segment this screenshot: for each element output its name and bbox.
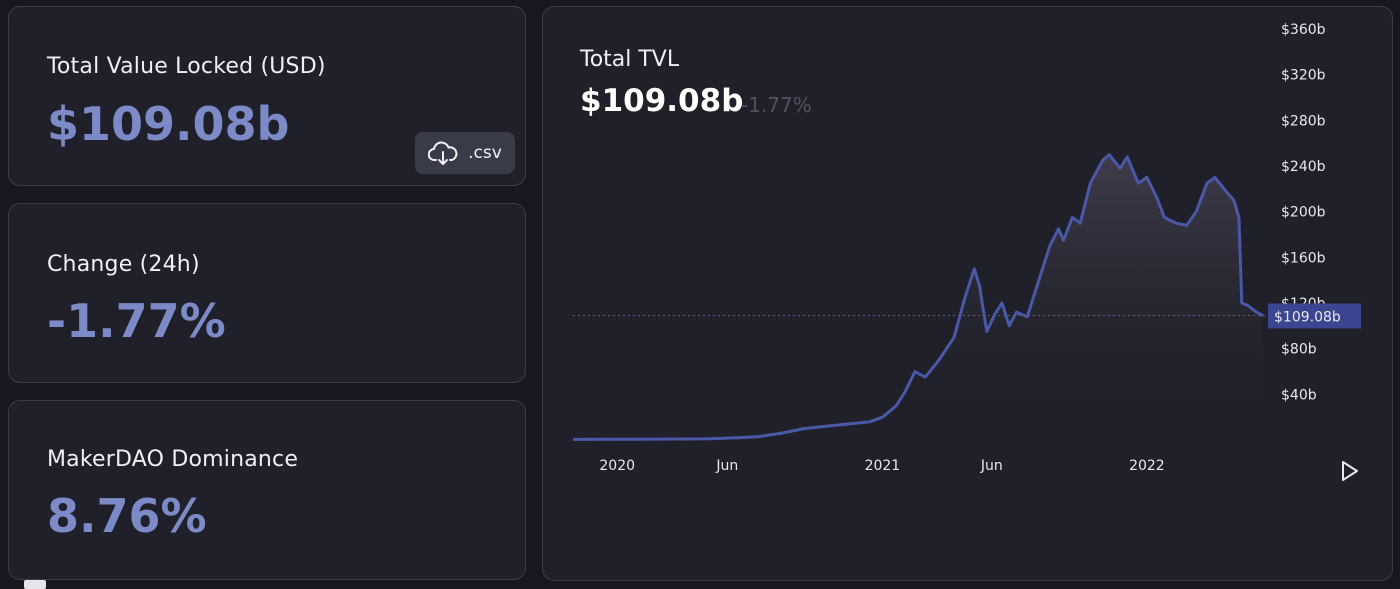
y-tick-label: $160b xyxy=(1281,250,1326,266)
x-tick-label: Jun xyxy=(980,458,1003,474)
download-csv-button[interactable]: .csv xyxy=(415,132,515,174)
tvl-card: Total Value Locked (USD) $109.08b .csv xyxy=(8,6,526,186)
y-tick-label: $360b xyxy=(1281,22,1326,38)
change-value: -1.77% xyxy=(47,294,226,348)
x-tick-label: 2020 xyxy=(599,458,635,474)
y-tick-label: $280b xyxy=(1281,113,1326,129)
tvl-value: $109.08b xyxy=(47,97,290,151)
dominance-label: MakerDAO Dominance xyxy=(47,447,299,472)
x-tick-label: Jun xyxy=(715,458,738,474)
dominance-value: 8.76% xyxy=(47,489,207,543)
tvl-chart-card: $40b$80b$120b$160b$200b$240b$280b$320b$3… xyxy=(542,6,1393,581)
y-tick-label: $200b xyxy=(1281,205,1326,221)
change-label: Change (24h) xyxy=(47,252,200,277)
chart-title: Total TVL xyxy=(580,47,680,72)
current-value-label: $109.08b xyxy=(1274,309,1341,325)
y-tick-label: $240b xyxy=(1281,159,1326,175)
tvl-series-line xyxy=(572,153,1264,441)
tvl-chart[interactable]: $40b$80b$120b$160b$200b$240b$280b$320b$3… xyxy=(543,7,1394,582)
x-tick-label: 2022 xyxy=(1129,458,1165,474)
cloud-download-icon xyxy=(428,140,458,166)
x-tick-label: 2021 xyxy=(865,458,901,474)
play-icon[interactable] xyxy=(1337,459,1361,483)
change-card: Change (24h) -1.77% xyxy=(8,203,526,383)
y-tick-label: $80b xyxy=(1281,342,1317,358)
tvl-area xyxy=(573,154,1263,440)
y-tick-label: $320b xyxy=(1281,68,1326,84)
chart-value: $109.08b xyxy=(580,83,744,119)
chart-change: -1.77% xyxy=(741,93,812,117)
y-tick-label: $40b xyxy=(1281,387,1317,403)
dominance-card: MakerDAO Dominance 8.76% xyxy=(8,400,526,580)
scrollbar-thumb[interactable] xyxy=(24,580,46,589)
csv-label: .csv xyxy=(468,143,502,163)
tvl-label: Total Value Locked (USD) xyxy=(47,54,326,79)
current-value-badge xyxy=(1268,303,1361,329)
